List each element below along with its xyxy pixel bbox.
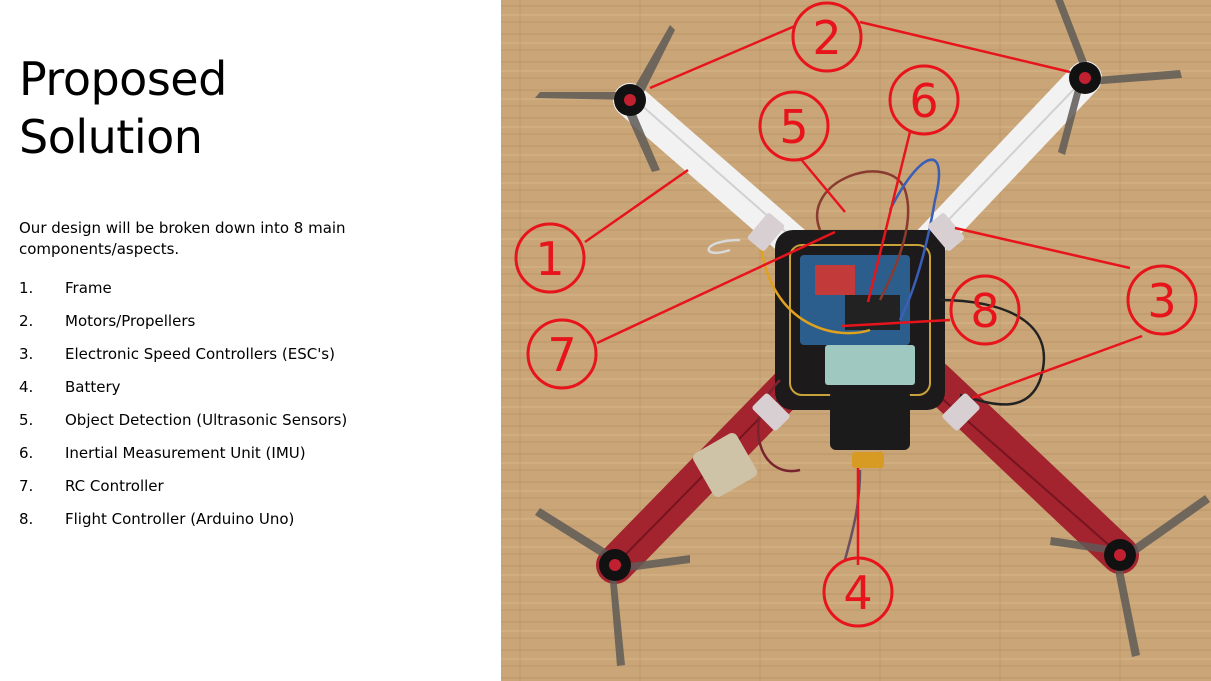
list-label: Motors/Propellers (65, 311, 196, 330)
list-number: 8. (19, 509, 34, 528)
slide-title-line-2: Solution (19, 110, 203, 164)
component-list: 1. Frame 2. Motors/Propellers 3. Electronic… (19, 271, 347, 535)
drone-photo: 1 2 3 4 5 6 7 8 (501, 0, 1211, 681)
list-item: 8. Flight Controller (Arduino Uno) (19, 502, 347, 535)
list-label: Electronic Speed Controllers (ESC's) (65, 344, 335, 363)
callout-4: 4 (822, 556, 894, 628)
callout-7: 7 (526, 318, 598, 390)
breadboard (825, 345, 915, 385)
callout-8: 8 (949, 274, 1021, 346)
text-panel: Proposed Solution Our design will be bro… (0, 0, 501, 681)
list-number: 7. (19, 476, 34, 495)
battery-strap (693, 433, 757, 497)
callout-3: 3 (1126, 264, 1198, 336)
list-item: 3. Electronic Speed Controllers (ESC's) (19, 337, 347, 370)
slide-title-line-1: Proposed (19, 52, 227, 106)
propellers (535, 0, 1210, 666)
callout-3-label: 3 (1147, 274, 1176, 328)
list-item: 5. Object Detection (Ultrasonic Sensors) (19, 403, 347, 436)
list-label: RC Controller (65, 476, 164, 495)
list-number: 6. (19, 443, 34, 462)
esc-modules (747, 213, 980, 431)
callout-1-label: 1 (535, 232, 564, 286)
list-item: 2. Motors/Propellers (19, 304, 347, 337)
callout-6-label: 6 (909, 74, 938, 128)
list-item: 1. Frame (19, 271, 347, 304)
callout-2-label: 2 (812, 11, 841, 65)
drone-illustration: 1 2 3 4 5 6 7 8 (501, 0, 1211, 681)
list-number: 1. (19, 278, 34, 297)
list-item: 4. Battery (19, 370, 347, 403)
callout-8-label: 8 (970, 284, 999, 338)
callout-2: 2 (791, 1, 863, 73)
callout-lines (584, 20, 1143, 565)
list-label: Object Detection (Ultrasonic Sensors) (65, 410, 348, 429)
callout-1: 1 (514, 222, 586, 294)
list-label: Inertial Measurement Unit (IMU) (65, 443, 306, 462)
list-label: Flight Controller (Arduino Uno) (65, 509, 295, 528)
list-item: 7. RC Controller (19, 469, 347, 502)
callout-6: 6 (888, 64, 960, 136)
motors (599, 62, 1136, 581)
list-number: 3. (19, 344, 34, 363)
battery-board (830, 390, 910, 450)
callout-5: 5 (758, 90, 830, 162)
list-number: 2. (19, 311, 34, 330)
list-label: Frame (65, 278, 112, 297)
list-label: Battery (65, 377, 121, 396)
callout-7-label: 7 (547, 328, 576, 382)
list-number: 5. (19, 410, 34, 429)
list-number: 4. (19, 377, 34, 396)
slide-title: Proposed Solution (19, 50, 227, 166)
list-item: 6. Inertial Measurement Unit (IMU) (19, 436, 347, 469)
intro-text: Our design will be broken down into 8 ma… (19, 219, 346, 258)
callout-4-label: 4 (843, 566, 872, 620)
callout-5-label: 5 (779, 100, 808, 154)
